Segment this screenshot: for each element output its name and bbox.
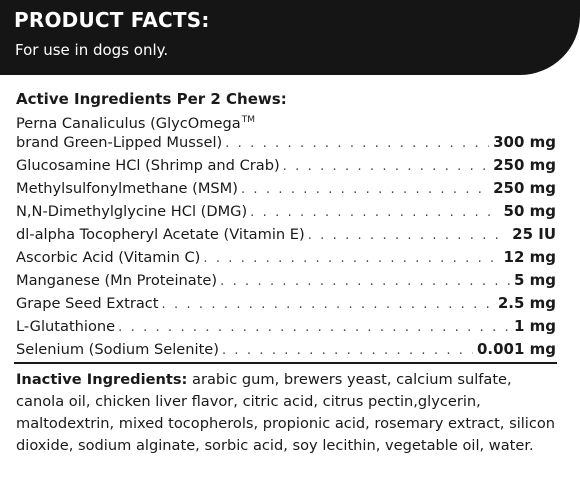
ingredient-amount: 300 mg [493, 133, 556, 151]
ingredient-name: Glucosamine HCl (Shrimp and Crab) [16, 157, 280, 174]
dot-leader: . . . . . . . . . . . . . . . . . . . . … [282, 159, 489, 174]
page-subtitle: For use in dogs only. [15, 41, 169, 59]
ingredient-name: Selenium (Sodium Selenite) [16, 341, 219, 358]
active-ingredients-section: Active Ingredients Per 2 Chews: Perna Ca… [16, 90, 556, 361]
dot-leader: . . . . . . . . . . . . . . . . . . . . … [307, 228, 508, 243]
ingredient-amount: 2.5 mg [497, 294, 556, 312]
ingredient-amount: 250 mg [493, 179, 556, 197]
ingredient-amount: 1 mg [513, 317, 556, 335]
ingredient-amount: 25 IU [512, 225, 556, 243]
ingredient-row: brand Green-Lipped Mussel). . . . . . . … [16, 131, 556, 154]
dot-leader: . . . . . . . . . . . . . . . . . . . . … [221, 343, 473, 358]
ingredient-name-text: Perna Canaliculus (GlycOmega [16, 115, 241, 132]
ingredient-row-first-line: Perna Canaliculus (GlycOmegaTM [16, 109, 556, 132]
ingredient-name: Grape Seed Extract [16, 295, 159, 312]
ingredient-name: brand Green-Lipped Mussel) [16, 134, 223, 151]
ingredient-name: dl-alpha Tocopheryl Acetate (Vitamin E) [16, 226, 305, 243]
ingredient-name: Ascorbic Acid (Vitamin C) [16, 249, 201, 266]
ingredient-row: N,N-Dimethylglycine HCl (DMG). . . . . .… [16, 200, 556, 223]
dot-leader: . . . . . . . . . . . . . . . . . . . . … [225, 136, 489, 151]
ingredient-amount: 250 mg [493, 156, 556, 174]
ingredient-row: Selenium (Sodium Selenite). . . . . . . … [16, 338, 556, 361]
dot-leader: . . . . . . . . . . . . . . . . . . . . … [161, 297, 494, 312]
section-divider [14, 362, 557, 364]
dot-leader: . . . . . . . . . . . . . . . . . . . . … [240, 182, 489, 197]
inactive-ingredients-section: Inactive Ingredients: arabic gum, brewer… [16, 369, 564, 457]
ingredient-amount: 0.001 mg [476, 340, 556, 358]
ingredient-name: Manganese (Mn Proteinate) [16, 272, 218, 289]
dot-leader: . . . . . . . . . . . . . . . . . . . . … [220, 274, 510, 289]
ingredient-amount: 12 mg [503, 248, 556, 266]
ingredient-row: Methylsulfonylmethane (MSM). . . . . . .… [16, 177, 556, 200]
ingredient-row: L-Glutathione. . . . . . . . . . . . . .… [16, 315, 556, 338]
dot-leader: . . . . . . . . . . . . . . . . . . . . … [203, 251, 499, 266]
header-banner: PRODUCT FACTS: For use in dogs only. [0, 0, 580, 75]
ingredient-name: Methylsulfonylmethane (MSM) [16, 180, 238, 197]
dot-leader: . . . . . . . . . . . . . . . . . . . . … [118, 320, 510, 335]
ingredient-row: Manganese (Mn Proteinate). . . . . . . .… [16, 269, 556, 292]
ingredient-row: Glucosamine HCl (Shrimp and Crab). . . .… [16, 154, 556, 177]
active-ingredients-heading: Active Ingredients Per 2 Chews: [16, 90, 287, 108]
ingredient-name: Perna Canaliculus (GlycOmegaTM [16, 109, 255, 135]
inactive-ingredients-text: arabic gum, brewers yeast, calcium sulfa… [16, 371, 556, 454]
ingredient-row: Grape Seed Extract. . . . . . . . . . . … [16, 292, 556, 315]
ingredient-name: L-Glutathione [16, 318, 116, 335]
page-title: PRODUCT FACTS: [14, 8, 210, 32]
ingredient-row: Ascorbic Acid (Vitamin C). . . . . . . .… [16, 246, 556, 269]
ingredient-list: brand Green-Lipped Mussel). . . . . . . … [16, 131, 556, 361]
inactive-ingredients-label: Inactive Ingredients: [16, 371, 188, 388]
ingredient-amount: 5 mg [513, 271, 556, 289]
ingredient-amount: 50 mg [503, 202, 556, 220]
ingredient-name: N,N-Dimethylglycine HCl (DMG) [16, 203, 248, 220]
trademark-mark: TM [241, 115, 255, 125]
ingredient-row: dl-alpha Tocopheryl Acetate (Vitamin E).… [16, 223, 556, 246]
dot-leader: . . . . . . . . . . . . . . . . . . . . … [250, 205, 499, 220]
